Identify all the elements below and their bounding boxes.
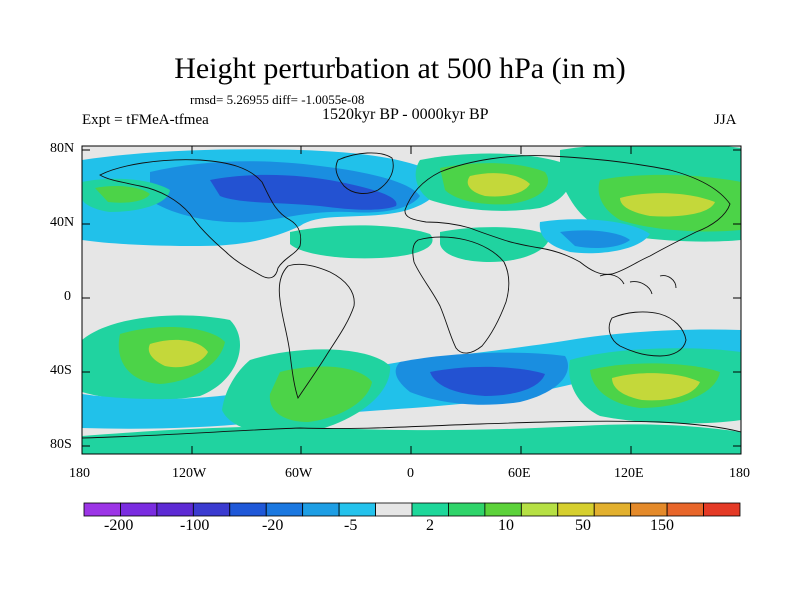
colorbar-box [375,502,413,517]
contour-pos-weak-atlantic [290,225,433,259]
colorbar-box [265,502,304,517]
colorbar [83,502,741,517]
contour-pos-weak-antarctic [82,424,741,454]
contour-neg-mid-indian [560,230,630,248]
colorbar-box [593,502,632,517]
colorbar-box [156,502,194,517]
contour-field [82,146,741,454]
map-title: Height perturbation at 500 hPa (in m) [174,52,626,85]
experiment-label: Expt = tFMeA-tfmea [82,112,209,128]
contour-pos-weak-africa [440,227,550,262]
colorbar-box [520,502,559,517]
colorbar-label-neg200: -200 [104,517,134,534]
contour-pos-mid-westpac [95,186,150,203]
lon-label-60w: 60W [285,466,313,481]
contour-pos-strong-asia [620,193,715,217]
colorbar-box [484,502,522,517]
colorbar-label-150: 150 [650,517,674,534]
colorbar-label-neg100: -100 [180,517,210,534]
coast-north-america [99,159,302,279]
lat-label-40n: 40N [50,215,75,230]
lat-ticks [82,149,741,447]
coast-eurasia [404,155,731,275]
colorbar-box [83,502,121,517]
lat-label-40s: 40S [50,363,72,378]
colorbar-box [192,502,231,517]
contour-pos-strong-europe [467,173,530,197]
colorbar-box [557,502,595,517]
lon-label-60e: 60E [508,466,531,481]
lat-label-80n: 80N [50,141,75,156]
season-label: JJA [714,112,737,128]
contour-neg-strong-south [430,366,545,396]
colorbar-box [229,502,267,517]
coast-antarctica [82,420,741,439]
coastlines [82,152,741,439]
colorbar-box [448,502,486,517]
lat-label-80s: 80S [50,437,72,452]
colorbar-box [703,502,741,517]
coast-greenland [335,152,394,194]
colorbar-label-neg5: -5 [344,517,358,534]
coast-south-america [278,263,355,400]
colorbar-box [338,502,376,517]
colorbar-box [120,502,158,517]
contour-pos-strong-southpac [148,339,208,368]
colorbar-label-neg20: -20 [262,517,284,534]
colorbar-label-2: 2 [426,517,434,534]
colorbar-box [630,502,668,517]
contour-neg-strong-north [210,174,397,210]
lon-ticks [81,146,742,454]
period-label: 1520kyr BP - 0000kyr BP [322,106,489,123]
coast-southeast-asia-islands [599,273,677,295]
lon-label-120e: 120E [614,466,644,481]
lon-label-180e: 180 [729,466,750,481]
colorbar-box [411,502,449,517]
coast-australia [608,311,687,357]
contour-pos-strong-southind [612,373,700,401]
lon-label-180w: 180 [69,466,90,481]
colorbar-box [302,502,340,517]
rmsd-label: rmsd= 5.26955 diff= -1.0055e-08 [190,92,365,107]
coast-africa [412,236,510,354]
colorbar-label-50: 50 [575,517,591,534]
lat-label-0: 0 [64,289,71,304]
contour-pos-mid-southatl [269,366,372,422]
lon-label-120w: 120W [172,466,207,481]
colorbar-label-10: 10 [498,517,514,534]
lon-label-0: 0 [407,466,414,481]
colorbar-box [666,502,704,517]
